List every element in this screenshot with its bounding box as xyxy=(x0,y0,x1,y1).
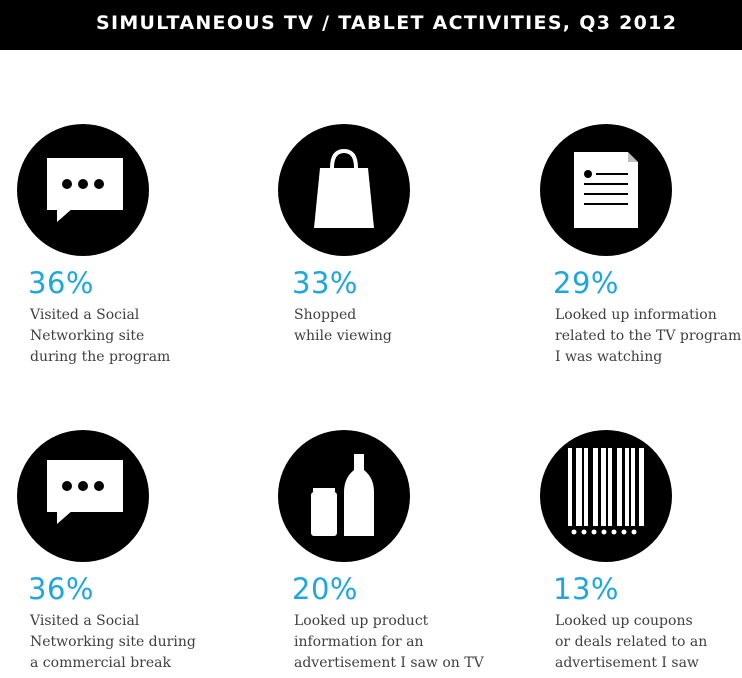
stat-description: Shopped while viewing xyxy=(294,307,392,344)
shopping-bag-icon xyxy=(278,124,410,256)
stat-percent: 36% xyxy=(28,266,94,300)
stat-description: Visited a Social Networking site during … xyxy=(30,307,171,365)
stat-percent: 29% xyxy=(553,266,619,300)
stat-description: Looked up information related to the TV … xyxy=(555,307,742,365)
speech-bubble-icon xyxy=(17,430,149,562)
stat-percent: 20% xyxy=(292,572,358,606)
stat-percent: 13% xyxy=(553,572,619,606)
document-icon xyxy=(540,124,672,256)
title-bar: SIMULTANEOUS TV / TABLET ACTIVITIES, Q3 … xyxy=(0,0,742,50)
stat-description: Visited a Social Networking site during … xyxy=(30,613,196,671)
stat-description: Looked up product information for an adv… xyxy=(294,613,484,671)
chart-title: SIMULTANEOUS TV / TABLET ACTIVITIES, Q3 … xyxy=(96,12,678,34)
stat-percent: 33% xyxy=(292,266,358,300)
speech-bubble-icon xyxy=(17,124,149,256)
stat-percent: 36% xyxy=(28,572,94,606)
stat-description: Looked up coupons or deals related to an… xyxy=(555,613,708,671)
barcode-icon xyxy=(540,430,672,562)
can-and-bottle-icon xyxy=(278,430,410,562)
